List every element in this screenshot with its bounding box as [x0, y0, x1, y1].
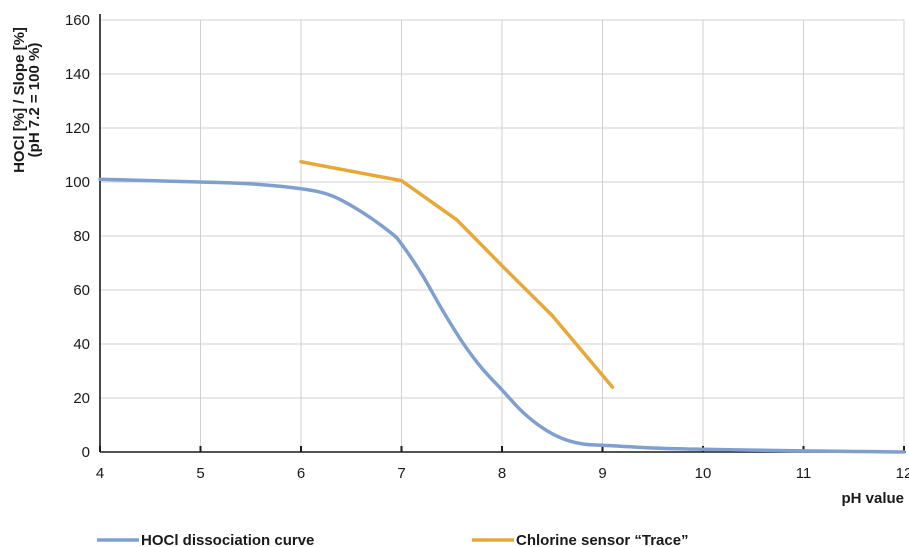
- y-tick-label-20: 20: [73, 390, 90, 407]
- y-tick-labels: 0 20 40 60 80 100 120 140 160: [65, 12, 90, 461]
- y-tick-label-60: 60: [73, 282, 90, 299]
- legend: HOCl dissociation curve Chlorine sensor …: [97, 532, 689, 547]
- x-tick-label-9: 9: [598, 465, 606, 482]
- x-tick-label-10: 10: [695, 465, 712, 482]
- y-tick-label-40: 40: [73, 336, 90, 353]
- y-tick-label-0: 0: [82, 444, 90, 461]
- series-line-1: [301, 162, 613, 387]
- x-tick-labels: 4 5 6 7 8 9 10 11 12: [96, 465, 909, 482]
- x-tick-label-6: 6: [297, 465, 305, 482]
- y-tick-label-120: 120: [65, 120, 90, 137]
- axes: [100, 14, 906, 452]
- x-tick-label-5: 5: [196, 465, 204, 482]
- x-tick-label-8: 8: [498, 465, 506, 482]
- x-tick-label-4: 4: [96, 465, 104, 482]
- y-tick-label-160: 160: [65, 12, 90, 29]
- x-axis-label: pH value: [841, 490, 904, 507]
- x-tick-label-11: 11: [796, 465, 812, 482]
- legend-label-hocl: HOCl dissociation curve: [141, 532, 314, 547]
- y-axis-label-line-2: (pH 7.2 = 100 %): [26, 43, 43, 158]
- legend-label-chlorine: Chlorine sensor “Trace”: [516, 532, 689, 547]
- y-tick-label-140: 140: [65, 66, 90, 83]
- x-tick-label-12: 12: [896, 465, 909, 482]
- y-tick-label-80: 80: [73, 228, 90, 245]
- grid: [100, 20, 904, 452]
- y-tick-label-100: 100: [65, 174, 90, 191]
- y-axis-label: HOCl [%] / Slope [%] (pH 7.2 = 100 %): [11, 27, 43, 173]
- x-tick-label-7: 7: [397, 465, 405, 482]
